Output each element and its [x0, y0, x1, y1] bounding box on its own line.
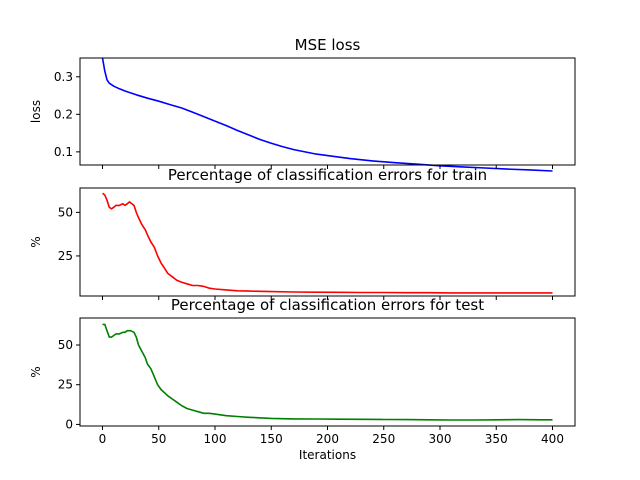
- panel-2-xlabel: Iterations: [299, 448, 356, 462]
- panel-2-xtick-label: 50: [151, 432, 166, 446]
- panel-1-ytick-label: 25: [58, 249, 73, 263]
- panel-0-ytick-label: 0.1: [54, 145, 73, 159]
- panel-1-ylabel: %: [29, 236, 43, 247]
- panel-2-ytick-label: 25: [58, 378, 73, 392]
- panel-2-xtick-label: 350: [485, 432, 508, 446]
- panel-2-xtick-label: 300: [429, 432, 452, 446]
- panel-1-series-0-line: [102, 192, 553, 294]
- panel-2-xtick-label: 100: [204, 432, 227, 446]
- panel-2-series-0-line: [102, 323, 553, 421]
- panel-2-xtick-label: 200: [316, 432, 339, 446]
- panel-0-ylabel: loss: [29, 100, 43, 123]
- panel-0-ytick-label: 0.3: [54, 70, 73, 84]
- panel-2-xtick-label: 250: [372, 432, 395, 446]
- panel-0-title: MSE loss: [295, 36, 361, 54]
- panel-2-ytick-label: 0: [65, 417, 73, 431]
- panel-2-xtick-label: 150: [260, 432, 283, 446]
- panel-2-ylabel: %: [29, 366, 43, 377]
- panel-2-xtick-label: 0: [99, 432, 107, 446]
- panel-0-ytick-label: 0.2: [54, 107, 73, 121]
- panel-2-ytick-label: 50: [58, 338, 73, 352]
- panel-2-xtick-label: 400: [541, 432, 564, 446]
- panel-2-title: Percentage of classification errors for …: [171, 296, 484, 314]
- panel-0: MSE loss 0.1 0.2 0.3 loss: [29, 36, 576, 172]
- panel-1: Percentage of classification errors for …: [29, 166, 576, 300]
- panel-2: Percentage of classification errors for …: [29, 296, 576, 462]
- panel-1-ytick-label: 50: [58, 205, 73, 219]
- panels: MSE loss 0.1 0.2 0.3 loss Percentage of class…: [29, 36, 576, 462]
- panel-1-title: Percentage of classification errors for …: [168, 166, 487, 184]
